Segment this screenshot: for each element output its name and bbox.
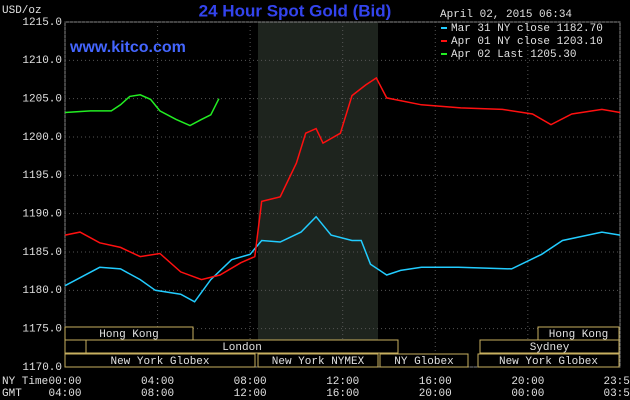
session-box xyxy=(479,339,620,354)
x2-tick-label: 12:00 xyxy=(234,388,267,400)
chart-title: 24 Hour Spot Gold (Bid) xyxy=(199,1,392,20)
session-box xyxy=(64,353,256,368)
legend-label: Apr 02 Last 1205.30 xyxy=(451,49,576,61)
y-tick-label: 1205.0 xyxy=(22,94,62,106)
y-tick-label: 1175.0 xyxy=(22,324,62,336)
y-tick-label: 1170.0 xyxy=(22,362,62,374)
session-label: Sydney xyxy=(530,342,570,354)
x-tick-label: 12:00 xyxy=(326,376,359,388)
session-label: NY Globex xyxy=(394,356,454,368)
y-tick-label: 1215.0 xyxy=(22,17,62,29)
y-tick-label: 1195.0 xyxy=(22,170,62,182)
timestamp: April 02, 2015 06:34 xyxy=(440,9,572,21)
session-box xyxy=(477,353,620,368)
x2-tick-label: 08:00 xyxy=(141,388,174,400)
x-tick-label: 23:59 xyxy=(603,376,630,388)
session-label: New York Globex xyxy=(499,356,598,368)
x-tick-label: 16:00 xyxy=(419,376,452,388)
y-tick-label: 1200.0 xyxy=(22,132,62,144)
x-tick-label: 00:00 xyxy=(48,376,81,388)
session-label: New York Globex xyxy=(110,356,209,368)
session-shade xyxy=(258,22,378,367)
x-tick-label: 04:00 xyxy=(141,376,174,388)
session-box xyxy=(85,339,399,354)
x2-tick-label: 03:59 xyxy=(603,388,630,400)
x-axis-label: NY Time xyxy=(2,376,48,388)
x-tick-label: 08:00 xyxy=(234,376,267,388)
subtitle: www.kitco.com xyxy=(69,39,186,56)
y-tick-label: 1185.0 xyxy=(22,247,62,259)
session-label: Hong Kong xyxy=(549,329,608,341)
x2-axis-label: GMT xyxy=(2,388,22,400)
session-box xyxy=(257,353,379,368)
session-label: Hong Kong xyxy=(99,329,158,341)
price-line xyxy=(64,76,621,281)
y-tick-label: 1180.0 xyxy=(22,285,62,297)
price-line xyxy=(64,94,220,127)
session-label: London xyxy=(222,342,262,354)
x2-tick-label: 20:00 xyxy=(419,388,452,400)
y-tick-label: 1210.0 xyxy=(22,55,62,67)
x2-tick-label: 00:00 xyxy=(511,388,544,400)
price-line xyxy=(64,215,621,303)
y-axis-label: USD/oz xyxy=(2,5,42,17)
session-label: New York NYMEX xyxy=(272,356,365,368)
session-box xyxy=(64,339,87,354)
x2-tick-label: 16:00 xyxy=(326,388,359,400)
x-tick-label: 20:00 xyxy=(511,376,544,388)
legend-label: Apr 01 NY close 1203.10 xyxy=(451,36,603,48)
x2-tick-label: 04:00 xyxy=(48,388,81,400)
session-box xyxy=(379,353,469,368)
legend-label: Mar 31 NY close 1182.70 xyxy=(451,23,603,35)
y-tick-label: 1190.0 xyxy=(22,209,62,221)
